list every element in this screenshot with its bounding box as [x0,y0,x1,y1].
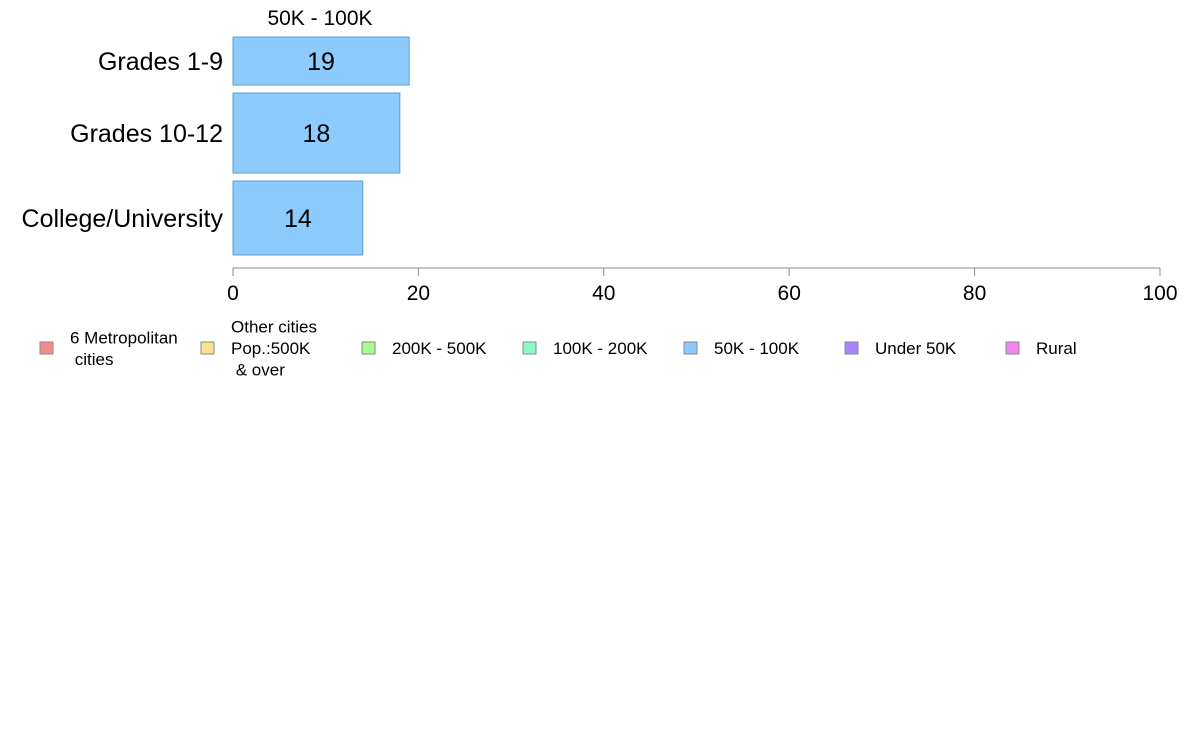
legend-label: Rural [1036,339,1077,358]
legend-swatch [39,341,54,355]
category-label: Grades 10-12 [70,120,223,148]
category-label: College/University [22,205,224,233]
legend-swatch [683,341,698,355]
legend-label: Other cities Pop.:500K & over [231,318,317,380]
x-tick-label: 20 [407,282,430,305]
chart-title: 50K - 100K [267,7,372,30]
legend-label: 200K - 500K [392,339,487,358]
bar-value-label: 14 [284,205,312,233]
bar [232,36,410,86]
x-tick-label: 100 [1142,282,1177,305]
legend-item: 200K - 500K [361,339,487,358]
legend-swatch [361,341,376,355]
x-tick-label: 40 [592,282,615,305]
legend-item: 6 Metropolitan cities [39,328,178,369]
legend-swatch [1005,341,1020,355]
x-tick-label: 80 [963,282,986,305]
legend-item: Other cities Pop.:500K & over [200,318,317,380]
legend-label: Under 50K [875,339,957,358]
category-label: Grades 1-9 [98,48,223,76]
category-labels: Grades 1-9 Grades 10-12 College/University [22,48,224,233]
legend-swatch [844,341,859,355]
bar-value-label: 18 [303,120,331,148]
legend-label: 6 Metropolitan cities [70,328,178,369]
legend-swatch [522,341,537,355]
bar-value-label: 19 [307,48,335,76]
bar [232,180,364,256]
legend-label: 50K - 100K [714,339,800,358]
x-tick-label: 0 [227,282,239,305]
bar [232,92,401,174]
legend-label: 100K - 200K [553,339,648,358]
legend: 6 Metropolitan cities Other cities Pop.:50… [39,318,1077,380]
x-tick-label: 60 [778,282,801,305]
legend-item: Under 50K [844,339,957,358]
x-axis: 0 20 40 60 80 100 [227,267,1178,305]
legend-item: Rural [1005,339,1077,358]
legend-item: 50K - 100K [683,339,800,358]
legend-item: 100K - 200K [522,339,648,358]
legend-swatch [200,341,215,355]
bars: 19 18 14 [232,36,410,256]
